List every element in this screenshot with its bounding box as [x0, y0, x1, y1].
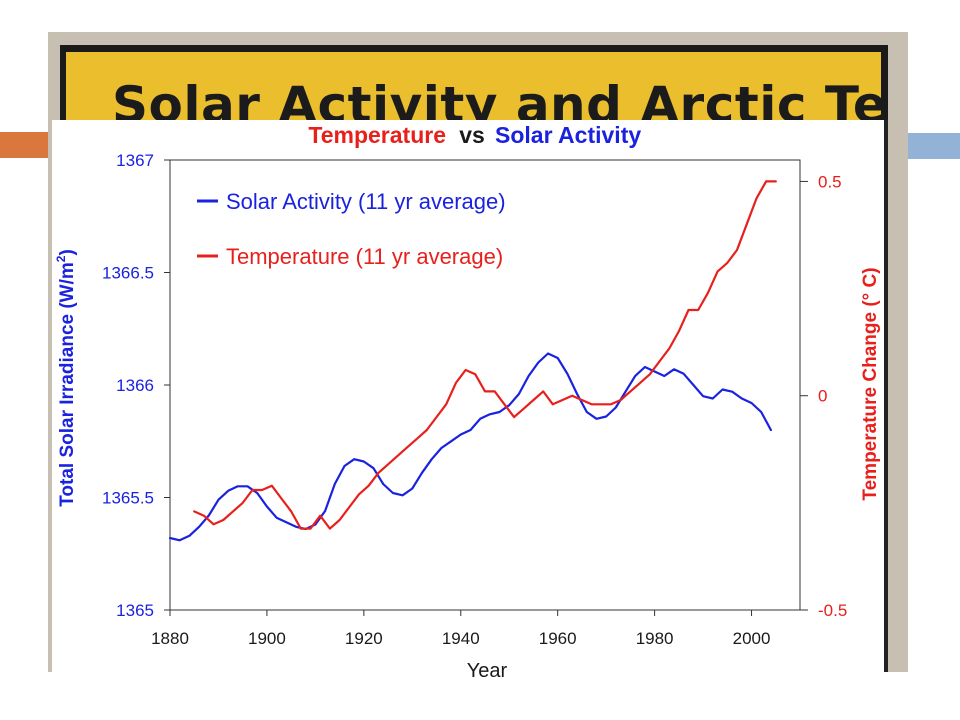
x-tick-label-6: 2000	[733, 629, 771, 648]
chart-title-part1: Temperature	[308, 122, 446, 148]
y-axis-left-label-end: )	[57, 249, 78, 255]
y-left-tick-label-0: 1367	[116, 151, 154, 170]
x-axis-label: Year	[467, 660, 508, 682]
y-axis-right-label: Temperature Change (° C)	[860, 267, 881, 500]
x-tick-label-4: 1960	[539, 629, 577, 648]
x-tick-label-3: 1940	[442, 629, 480, 648]
x-tick-label-5: 1980	[636, 629, 674, 648]
banner: Solar Activity and Arctic Temps.	[66, 52, 881, 128]
scan-right-border	[884, 120, 888, 672]
y-axis-left-label-sup: 2	[54, 255, 68, 262]
y-axis-left-label-main: Total Solar Irradiance (W/m	[57, 262, 78, 507]
slide-accent-left	[0, 132, 52, 158]
y-right-tick-label-0: 0.5	[818, 172, 842, 191]
temperature-line	[193, 180, 777, 530]
legend-solar-label: Solar Activity (11 yr average)	[226, 189, 506, 214]
y-left-tick-label-2: 1366	[116, 376, 154, 395]
y-right-tick-label-2: -0.5	[818, 601, 847, 620]
legend-temperature-label: Temperature (11 yr average)	[226, 244, 503, 269]
x-tick-label-0: 1880	[151, 629, 189, 648]
x-tick-label-1: 1900	[248, 629, 286, 648]
chart-title-part2: Solar Activity	[495, 122, 641, 148]
chart-card	[52, 120, 888, 672]
x-tick-label-2: 1920	[345, 629, 383, 648]
series-lines	[168, 180, 777, 542]
y-right-tick-label-1: 0	[818, 387, 827, 406]
banner-title: Solar Activity and Arctic Temps.	[112, 76, 881, 128]
y-axis-right: 0.5 0 -0.5	[800, 172, 847, 620]
y-left-tick-label-4: 1365	[116, 601, 154, 620]
chart-title-vs: vs	[459, 122, 485, 148]
y-left-tick-label-1: 1366.5	[102, 264, 154, 283]
legend: Solar Activity (11 yr average) Temperatu…	[197, 189, 506, 269]
plot-area	[169, 159, 801, 611]
solar-activity-line	[168, 352, 773, 542]
slide-accent-right	[905, 133, 960, 159]
y-left-tick-label-3: 1365.5	[102, 489, 154, 508]
y-axis-left-label: Total Solar Irradiance (W/m2)	[54, 249, 78, 507]
x-axis: 1880 1900 1920 1940 1960 1980 2000	[151, 610, 770, 648]
y-axis-left: 1367 1366.5 1366 1365.5 1365	[102, 151, 170, 620]
